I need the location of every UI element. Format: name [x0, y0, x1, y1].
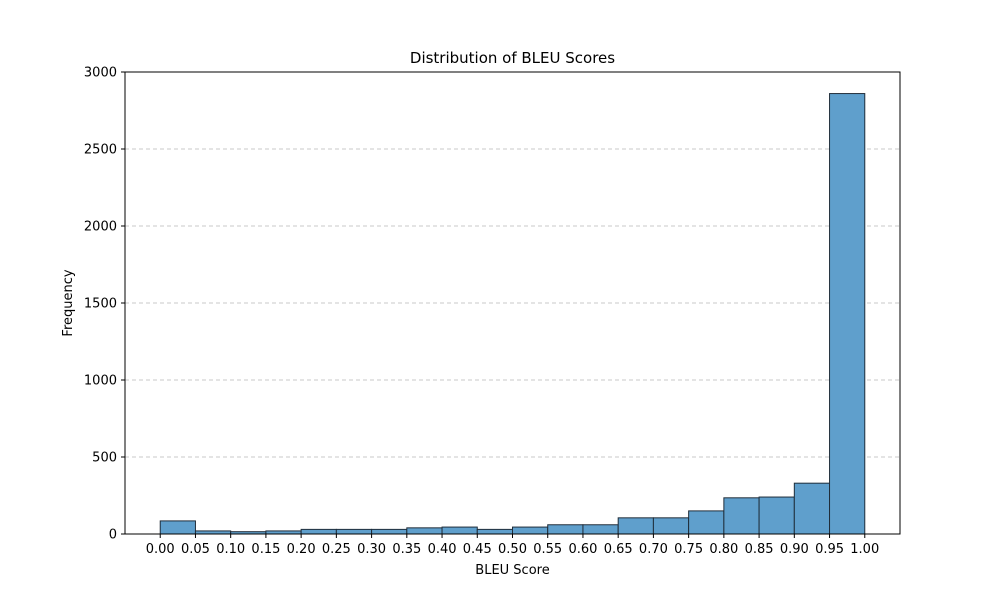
- y-tick-label: 0: [109, 528, 117, 543]
- y-tick-label: 2500: [84, 143, 117, 158]
- x-tick-label: 0.95: [815, 542, 844, 557]
- x-tick-label: 0.70: [639, 542, 668, 557]
- x-tick-label: 1.00: [850, 542, 879, 557]
- x-tick-label: 0.85: [745, 542, 774, 557]
- histogram-bar: [652, 517, 690, 535]
- histogram-bar: [758, 496, 795, 535]
- x-tick-label: 0.05: [181, 542, 210, 557]
- x-axis-label: BLEU Score: [475, 563, 549, 578]
- histogram-bar: [617, 517, 654, 535]
- histogram-bar: [300, 528, 337, 535]
- x-tick-label: 0.45: [463, 542, 492, 557]
- x-tick-label: 0.25: [322, 542, 351, 557]
- x-tick-label: 0.40: [428, 542, 457, 557]
- x-tick-label: 0.50: [498, 542, 527, 557]
- x-tick-label: 0.75: [674, 542, 703, 557]
- x-tick-label: 0.55: [533, 542, 562, 557]
- x-tick-label: 0.90: [780, 542, 809, 557]
- histogram-bar: [723, 497, 760, 535]
- x-tick-label: 0.20: [287, 542, 316, 557]
- y-tick-label: 3000: [84, 66, 117, 81]
- x-tick-label: 0.65: [604, 542, 633, 557]
- x-tick-label: 0.80: [709, 542, 738, 557]
- histogram-bar: [512, 526, 549, 535]
- y-tick-label: 1000: [84, 374, 117, 389]
- y-axis-label: Frequency: [61, 269, 76, 336]
- histogram-bar: [441, 526, 478, 535]
- y-tick-label: 500: [92, 451, 117, 466]
- histogram-bar: [335, 528, 373, 535]
- histogram-bar: [547, 524, 584, 535]
- x-tick-label: 0.10: [216, 542, 245, 557]
- x-tick-label: 0.30: [357, 542, 386, 557]
- grid-lines: [125, 148, 900, 458]
- x-axis-ticks: 0.00 0.05 0.10 0.15 0.20 0.25 0.30 0.35 0.40 0.45…: [146, 534, 879, 557]
- y-axis-ticks: 0 500 1000 1500 2000 2500 3000: [84, 66, 125, 543]
- histogram-bar: [159, 520, 196, 535]
- x-tick-label: 0.60: [568, 542, 597, 557]
- histogram-bar: [582, 524, 619, 535]
- histogram-bar: [793, 482, 831, 535]
- y-tick-label: 1500: [84, 297, 117, 312]
- x-tick-label: 0.35: [392, 542, 421, 557]
- histogram-bar: [688, 510, 725, 535]
- x-tick-label: 0.00: [146, 542, 175, 557]
- x-tick-label: 0.15: [251, 542, 280, 557]
- histogram-bar: [829, 93, 866, 535]
- histogram-bar: [371, 528, 408, 535]
- y-tick-label: 2000: [84, 220, 117, 235]
- histogram-bar: [406, 527, 443, 535]
- bars: [159, 93, 866, 535]
- histogram-bar: [476, 528, 514, 535]
- chart-title: Distribution of BLEU Scores: [410, 49, 615, 67]
